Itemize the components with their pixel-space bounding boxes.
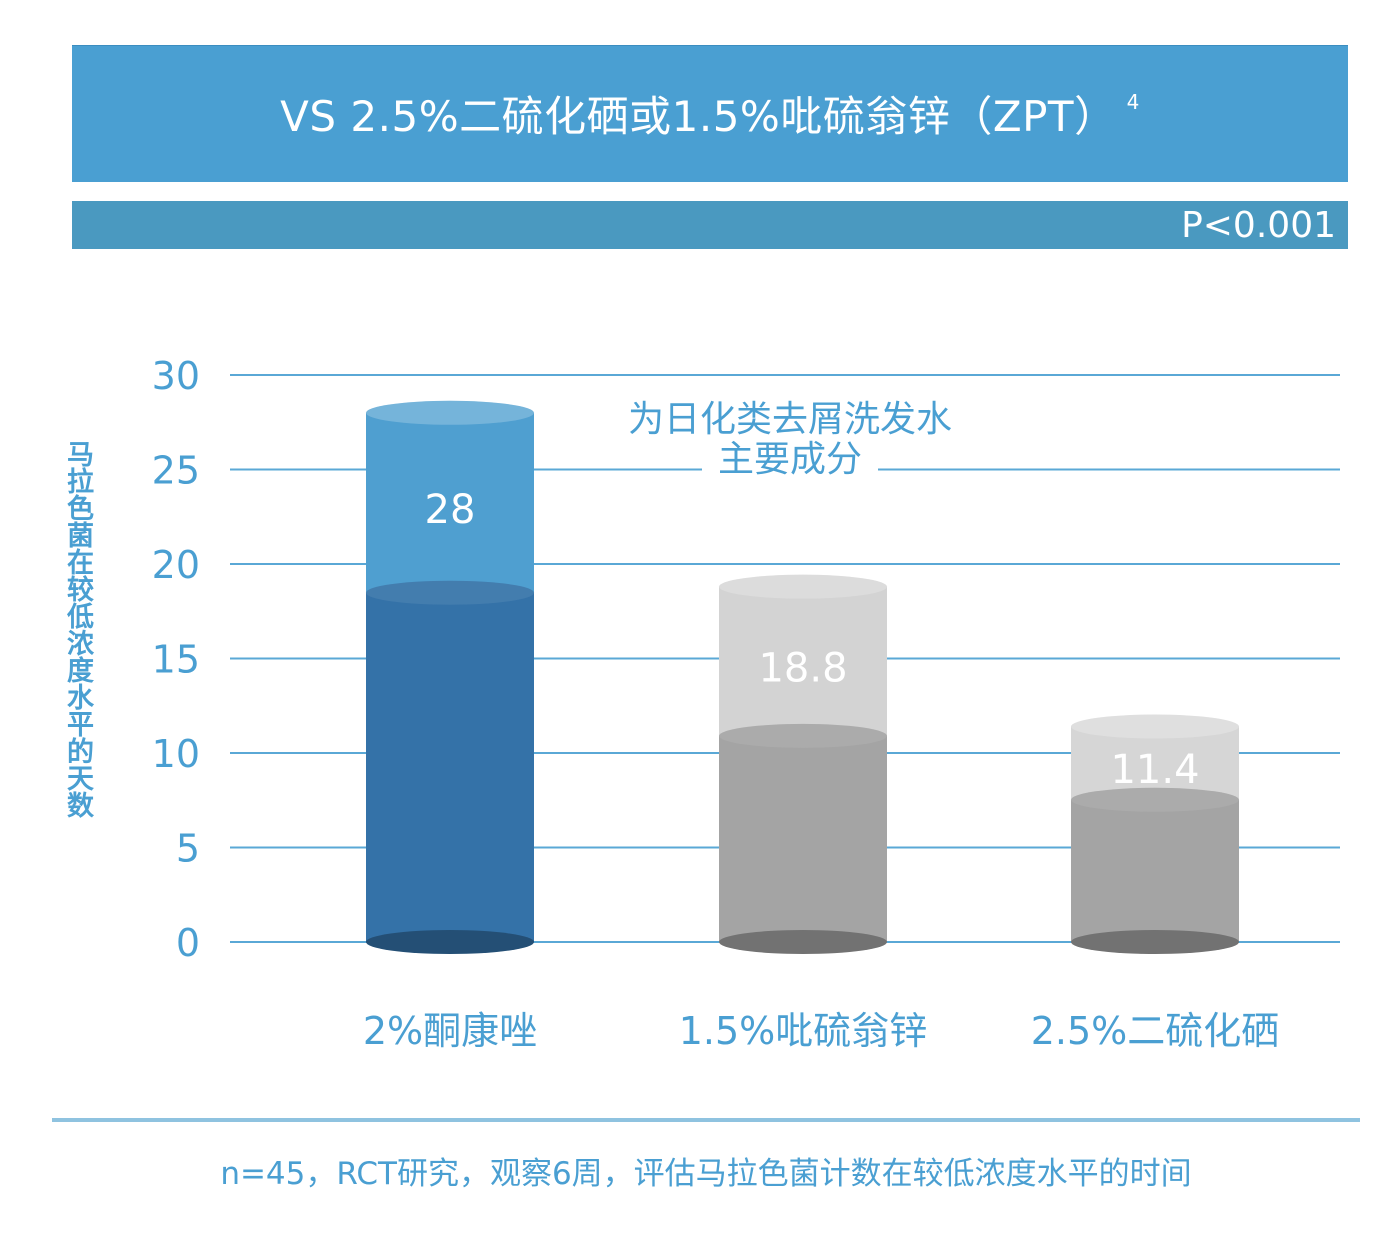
y-tick-label: 20 (152, 543, 200, 587)
title-superscript: 4 (1126, 89, 1140, 114)
bar-top-highlight (719, 574, 887, 599)
y-tick-label: 5 (176, 827, 200, 871)
y-tick-label: 25 (152, 449, 200, 493)
separator-line (52, 1118, 1360, 1122)
bar-middle-highlight (719, 723, 887, 748)
y-axis-label: 马拉色菌在较低浓度水平的天数 (62, 440, 93, 818)
bar-upper (366, 412, 534, 593)
bar-lower (366, 592, 534, 942)
bar-lower (719, 735, 887, 942)
bar-base (719, 930, 887, 954)
bar-base-shade (366, 930, 534, 954)
bar-lower (1071, 799, 1239, 942)
bar-middle-highlight (366, 580, 534, 605)
bar-base-shade (1071, 930, 1239, 954)
bar-base (1071, 930, 1239, 954)
category-label-selenium: 2.5%二硫化硒 (1030, 1009, 1280, 1053)
bar-2: 11.4 (1071, 714, 1239, 954)
footnote: n=45，RCT研究，观察6周，评估马拉色菌计数在较低浓度水平的时间 (220, 1156, 1192, 1192)
bar-value-label: 28 (425, 487, 476, 533)
chart-title: VS 2.5%二硫化硒或1.5%吡硫翁锌（ZPT） (280, 92, 1117, 141)
bar-middle-cap (719, 723, 887, 748)
p-value-bar: P<0.001 (72, 201, 1348, 249)
bar-base (366, 930, 534, 954)
y-tick-label: 0 (176, 921, 200, 965)
bar-top-cap (719, 574, 887, 599)
category-label-ketoconazole: 2%酮康唑 (362, 1009, 538, 1053)
bar-top-cap (366, 400, 534, 425)
bar-value-label: 11.4 (1110, 747, 1199, 793)
y-tick-label: 15 (152, 638, 200, 682)
bar-middle-cap (366, 580, 534, 605)
title-banner: VS 2.5%二硫化硒或1.5%吡硫翁锌（ZPT） 4 (72, 45, 1348, 182)
y-tick-label: 30 (152, 354, 200, 398)
bar-base-shade (719, 930, 887, 954)
bar-0: 28 (366, 400, 534, 954)
bar-middle-highlight (1071, 787, 1239, 812)
bar-top-highlight (1071, 714, 1239, 739)
chart-annotation: 为日化类去屑洗发水 主要成分 (560, 400, 1020, 480)
bar-value-label: 18.8 (758, 645, 847, 691)
annotation-line-1: 为日化类去屑洗发水 (611, 400, 968, 440)
bar-upper (1071, 726, 1239, 800)
bar-top-highlight (366, 400, 534, 425)
category-label-zpt: 1.5%吡硫翁锌 (678, 1009, 928, 1053)
bar-top-cap (1071, 714, 1239, 739)
annotation-line-2: 主要成分 (701, 440, 878, 480)
p-value: P<0.001 (1181, 204, 1336, 246)
bar-upper (719, 586, 887, 736)
bar-middle-cap (1071, 787, 1239, 812)
y-tick-label: 10 (152, 732, 200, 776)
bar-1: 18.8 (719, 574, 887, 954)
